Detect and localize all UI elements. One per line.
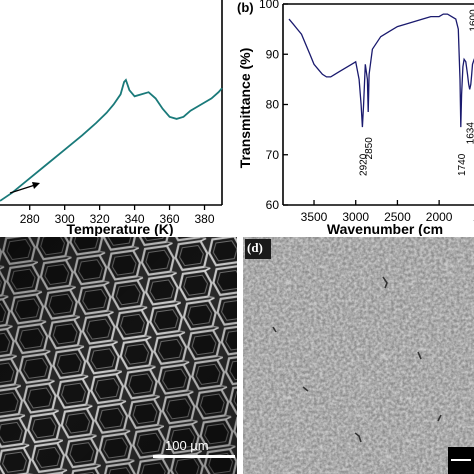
panel-b-label: (b) — [237, 0, 254, 15]
panel-b-x-tick-label: 3500 — [301, 210, 328, 224]
panel-c-scale-bar — [153, 455, 235, 458]
panel-a-x-tick-label: 340 — [125, 212, 145, 226]
panel-a-x-tick-label: 280 — [20, 212, 40, 226]
panel-b-label-bg — [237, 0, 253, 15]
panel-b-y-label: Transmittance (%) — [237, 48, 253, 169]
rough-surface-texture — [243, 237, 474, 474]
panel-b-peak-label: 1600 — [469, 9, 474, 32]
panel-b-x-tick-label: 150 — [473, 210, 474, 224]
panel-b-x-tick-label: 2000 — [426, 210, 453, 224]
panel-b-x-label: Wavenumber (cm — [327, 221, 443, 236]
panel-b-y-tick-label: 90 — [266, 47, 280, 61]
panel-a-x-tick-label: 320 — [90, 212, 110, 226]
panel-b-x-tick-label: 3000 — [342, 210, 369, 224]
panel-b-y-tick-label: 60 — [266, 198, 280, 212]
panel-a-x-tick-label: 360 — [160, 212, 180, 226]
panel-a-axes — [0, 0, 223, 206]
panel-b-peak-label: 1740 — [457, 153, 468, 176]
panel-b-series-line — [288, 13, 474, 128]
panel-a-x-label: Temperature (K) — [66, 221, 173, 236]
panel-d-sem-image: (d) — [243, 237, 474, 474]
panel-a-series-line — [0, 78, 223, 202]
panel-b-y-tick-label: 100 — [259, 0, 279, 11]
panel-c-sem-image: 100 µm — [0, 237, 237, 474]
panel-a-ticks: 280 300 320 340 360 380 — [20, 205, 215, 226]
panel-a-x-tick-label: 300 — [55, 212, 75, 226]
panel-b-peak-label: 2920 — [358, 153, 369, 176]
heating-arrow — [9, 182, 40, 194]
panel-b-peak-label: 2850 — [364, 137, 375, 160]
panel-c-scale-label: 100 µm — [165, 438, 209, 453]
panel-d-scale-bar — [451, 459, 471, 461]
panel-b-peak-label: 1634 — [466, 122, 474, 145]
panel-b-ticks: 3500 3000 2500 2000 150 100 90 80 70 60 — [259, 0, 474, 224]
panel-a-chart: 280 300 320 340 360 380 Temperature (K) — [0, 0, 223, 236]
panel-b-y-tick-label: 70 — [266, 148, 280, 162]
panel-a-x-tick-label: 380 — [195, 212, 215, 226]
panel-d-label: (d) — [247, 240, 263, 255]
panel-b-y-tick-label: 80 — [266, 98, 280, 112]
panel-b-chart: (b) Transmittance (%) 3500 3000 2500 2000 15… — [237, 0, 474, 236]
honeycomb-texture — [0, 237, 237, 474]
panel-b-x-tick-label: 2500 — [384, 210, 411, 224]
